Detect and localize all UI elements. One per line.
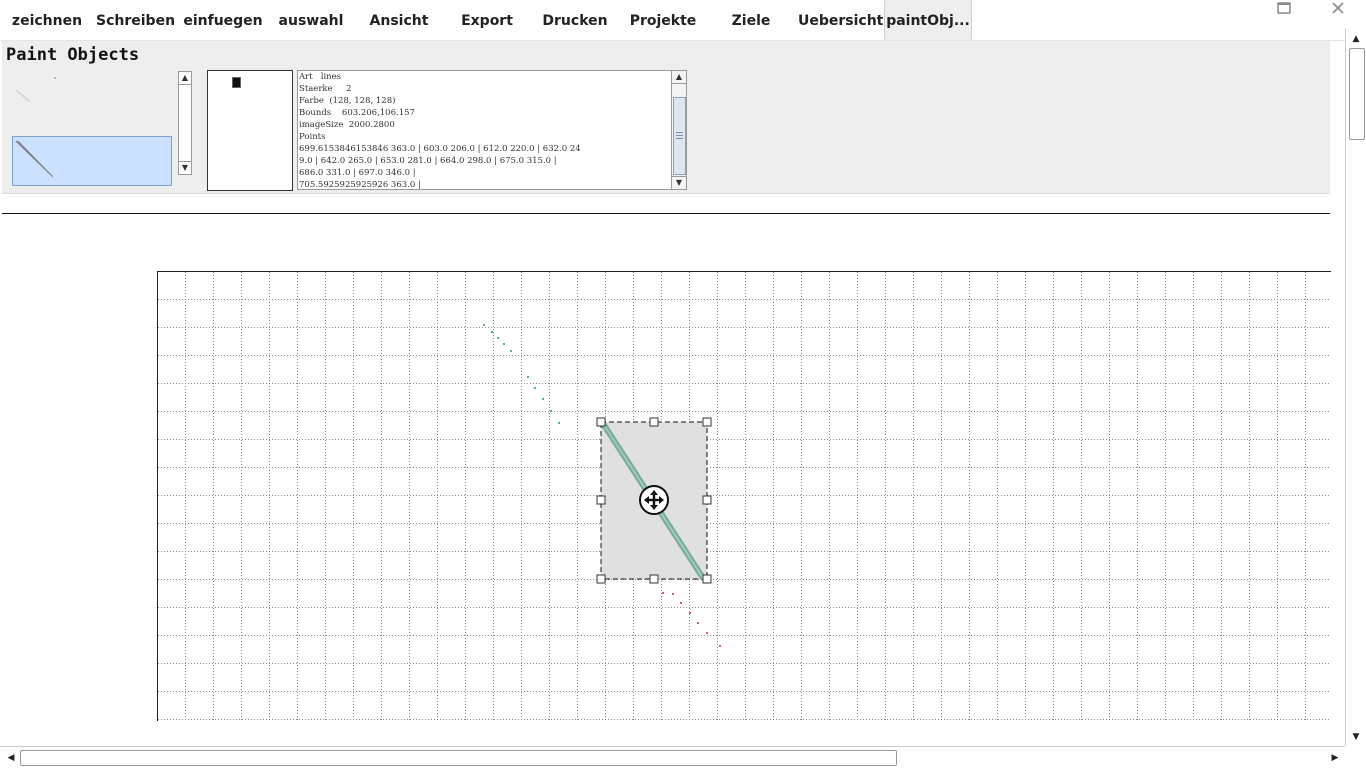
tab-drucken[interactable]: Drucken bbox=[542, 13, 608, 29]
object-info-text: Art lines Staerke 2 Farbe (128, 128, 128… bbox=[299, 72, 581, 190]
tab-einfuegen[interactable]: einfuegen bbox=[183, 13, 263, 29]
preview-marker-icon bbox=[232, 77, 241, 88]
object-preview bbox=[207, 70, 293, 191]
dotted-trail-upper bbox=[483, 324, 560, 424]
resize-handles[interactable] bbox=[596, 417, 712, 584]
move-icon[interactable] bbox=[639, 485, 669, 515]
line-thumbnail-icon bbox=[15, 140, 54, 178]
list-item-selected[interactable] bbox=[12, 136, 172, 186]
tab-uebersicht[interactable]: Uebersicht bbox=[798, 13, 884, 29]
handle-top-left[interactable] bbox=[596, 417, 606, 427]
close-button[interactable] bbox=[1329, 2, 1347, 18]
x-icon bbox=[1332, 2, 1344, 14]
tab-export[interactable]: Export bbox=[461, 13, 513, 29]
panel-title: Paint Objects bbox=[6, 45, 140, 65]
scroll-right-icon[interactable]: ▶ bbox=[1331, 753, 1339, 763]
canvas-grid[interactable] bbox=[158, 272, 1331, 721]
tab-projekte[interactable]: Projekte bbox=[629, 13, 697, 29]
info-scrollbar[interactable]: ▲ ▼ bbox=[671, 70, 687, 190]
handle-top-center[interactable] bbox=[649, 417, 659, 427]
tab-paintobjects[interactable]: paintObj... bbox=[884, 0, 972, 40]
canvas-top-border bbox=[2, 213, 1330, 214]
scroll-up-icon[interactable]: ▲ bbox=[179, 72, 191, 85]
tab-schreiben[interactable]: Schreiben bbox=[96, 13, 176, 29]
scroll-up-icon[interactable]: ▲ bbox=[1352, 34, 1360, 44]
handle-bottom-right[interactable] bbox=[702, 574, 712, 584]
handle-bottom-left[interactable] bbox=[596, 574, 606, 584]
menu-bar: zeichnen Schreiben einfuegen auswahl Ans… bbox=[0, 0, 1366, 41]
vertical-scrollbar[interactable]: ▲ ▼ bbox=[1345, 28, 1366, 746]
handle-middle-left[interactable] bbox=[596, 495, 606, 505]
horizontal-scroll-thumb[interactable] bbox=[20, 750, 897, 766]
object-list-scrollbar[interactable]: ▲ ▼ bbox=[178, 71, 192, 175]
handle-top-right[interactable] bbox=[702, 417, 712, 427]
scroll-down-icon[interactable]: ▼ bbox=[672, 176, 686, 189]
horizontal-scrollbar[interactable]: ◀ ▶ bbox=[0, 746, 1345, 769]
scroll-thumb[interactable] bbox=[673, 97, 686, 175]
object-info-textarea[interactable]: Art lines Staerke 2 Farbe (128, 128, 128… bbox=[297, 70, 673, 190]
scroll-left-icon[interactable]: ◀ bbox=[7, 753, 15, 763]
drawing-canvas[interactable] bbox=[157, 271, 1331, 721]
tab-zeichnen[interactable]: zeichnen bbox=[11, 13, 83, 29]
vertical-scroll-thumb[interactable] bbox=[1349, 48, 1365, 140]
object-list[interactable] bbox=[6, 68, 174, 188]
scroll-down-icon[interactable]: ▼ bbox=[179, 161, 191, 174]
scroll-down-icon[interactable]: ▼ bbox=[1352, 732, 1360, 742]
scroll-up-icon[interactable]: ▲ bbox=[672, 71, 686, 84]
dotted-trail-lower bbox=[662, 592, 721, 647]
maximize-button[interactable] bbox=[1275, 2, 1293, 18]
list-item-thumbnail[interactable] bbox=[10, 72, 70, 106]
square-icon bbox=[1277, 2, 1291, 14]
tab-auswahl[interactable]: auswahl bbox=[278, 13, 344, 29]
tab-ziele[interactable]: Ziele bbox=[731, 13, 771, 29]
handle-bottom-center[interactable] bbox=[649, 574, 659, 584]
handle-middle-right[interactable] bbox=[702, 495, 712, 505]
tab-ansicht[interactable]: Ansicht bbox=[369, 13, 429, 29]
